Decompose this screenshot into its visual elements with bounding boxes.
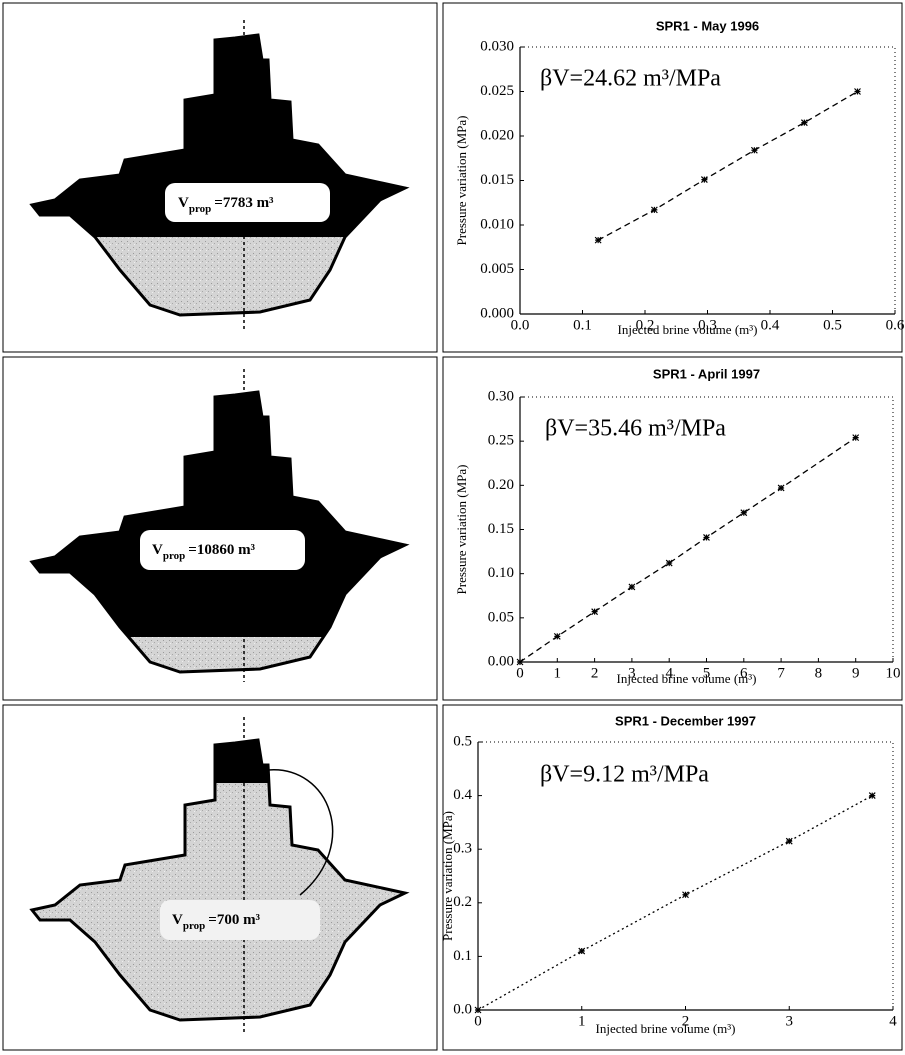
volume-label: Vprop =700 m³ bbox=[172, 912, 261, 931]
x-tick-label: 1 bbox=[578, 1013, 586, 1029]
data-point bbox=[777, 484, 785, 492]
x-tick-label: 8 bbox=[815, 665, 823, 681]
x-tick-label: 7 bbox=[777, 665, 785, 681]
data-line bbox=[597, 90, 858, 241]
y-tick-label: 0.4 bbox=[453, 787, 472, 803]
x-tick-label: 4 bbox=[889, 1013, 897, 1029]
x-tick-label: 0.2 bbox=[636, 317, 655, 333]
x-tick-label: 0.6 bbox=[886, 317, 905, 333]
data-point bbox=[703, 534, 710, 541]
chart-panel bbox=[442, 704, 903, 1051]
x-tick-label: 2 bbox=[682, 1013, 690, 1029]
x-tick-label: 6 bbox=[740, 665, 748, 681]
y-tick-label: 0.30 bbox=[488, 388, 514, 404]
data-point bbox=[628, 583, 636, 591]
data-point bbox=[750, 146, 758, 154]
data-point bbox=[665, 559, 673, 567]
data-point bbox=[474, 1006, 482, 1014]
y-tick-label: 0.3 bbox=[453, 841, 472, 857]
y-axis-label: Pressure variation (MPa) bbox=[440, 811, 455, 941]
y-tick-label: 0.2 bbox=[453, 894, 472, 910]
x-tick-label: 0.0 bbox=[511, 317, 530, 333]
x-tick-label: 10 bbox=[886, 665, 901, 681]
volume-label: Vprop =10860 m³ bbox=[152, 542, 256, 561]
y-tick-label: 0.025 bbox=[480, 83, 514, 99]
data-point bbox=[594, 236, 602, 244]
data-line bbox=[519, 437, 857, 663]
y-tick-label: 0.00 bbox=[488, 653, 514, 669]
plot-frame bbox=[519, 46, 896, 315]
data-point bbox=[591, 608, 599, 616]
data-point bbox=[700, 176, 708, 184]
data-point bbox=[800, 119, 808, 127]
chart-title: SPR1 - December 1997 bbox=[615, 713, 756, 728]
x-tick-label: 0.4 bbox=[761, 317, 780, 333]
x-tick-label: 0.5 bbox=[823, 317, 842, 333]
volume-label: Vprop =7783 m³ bbox=[178, 195, 274, 214]
y-tick-label: 0.5 bbox=[453, 733, 472, 749]
y-tick-label: 0.005 bbox=[480, 261, 514, 277]
chart-title: SPR1 - May 1996 bbox=[656, 18, 759, 33]
x-tick-label: 1 bbox=[554, 665, 562, 681]
y-tick-label: 0.030 bbox=[480, 38, 514, 54]
data-line bbox=[477, 795, 873, 1011]
x-axis-label: Injected brine volume (m³) bbox=[617, 671, 757, 686]
data-point bbox=[650, 206, 658, 214]
annotation: βV=35.46 m³/MPa bbox=[545, 416, 726, 442]
y-axis-label: Pressure variation (MPa) bbox=[454, 465, 469, 595]
x-tick-label: 2 bbox=[591, 665, 599, 681]
y-tick-label: 0.1 bbox=[453, 948, 472, 964]
y-tick-label: 0.000 bbox=[480, 305, 514, 321]
y-tick-label: 0.10 bbox=[488, 565, 514, 581]
y-tick-label: 0.015 bbox=[480, 172, 514, 188]
data-point bbox=[868, 792, 876, 800]
y-tick-label: 0.020 bbox=[480, 127, 514, 143]
data-point bbox=[785, 837, 793, 845]
y-tick-label: 0.15 bbox=[488, 521, 514, 537]
x-axis-label: Injected brine volume (m³) bbox=[618, 322, 758, 337]
y-axis-label: Pressure variation (MPa) bbox=[454, 116, 469, 246]
data-point bbox=[682, 891, 689, 899]
data-point bbox=[553, 632, 561, 640]
x-axis-label: Injected brine volume (m³) bbox=[596, 1021, 736, 1036]
y-tick-label: 0.20 bbox=[488, 477, 514, 493]
y-tick-label: 0.05 bbox=[488, 609, 514, 625]
chart-title: SPR1 - April 1997 bbox=[653, 366, 760, 381]
data-point bbox=[854, 88, 861, 95]
annotation: βV=24.62 m³/MPa bbox=[540, 66, 721, 92]
annotation: βV=9.12 m³/MPa bbox=[540, 762, 709, 788]
y-tick-label: 0.25 bbox=[488, 433, 514, 449]
data-point bbox=[516, 658, 524, 666]
x-tick-label: 5 bbox=[703, 665, 711, 681]
x-tick-label: 0.3 bbox=[698, 317, 717, 333]
x-tick-label: 9 bbox=[852, 665, 860, 681]
x-tick-label: 4 bbox=[665, 665, 673, 681]
data-point bbox=[852, 434, 860, 442]
cavern-diagram: Vprop =700 m³ bbox=[2, 704, 438, 1051]
cavern-diagram: Vprop =7783 m³ bbox=[2, 2, 438, 353]
data-point bbox=[740, 509, 748, 517]
x-tick-label: 0.1 bbox=[573, 317, 592, 333]
cavern-diagram: Vprop =10860 m³ bbox=[2, 356, 438, 701]
x-tick-label: 0 bbox=[474, 1013, 482, 1029]
x-tick-label: 3 bbox=[628, 665, 636, 681]
y-tick-label: 0.010 bbox=[480, 216, 514, 232]
x-tick-label: 3 bbox=[786, 1013, 794, 1029]
x-tick-label: 0 bbox=[516, 665, 524, 681]
data-point bbox=[578, 947, 586, 955]
y-tick-label: 0.0 bbox=[453, 1001, 472, 1017]
